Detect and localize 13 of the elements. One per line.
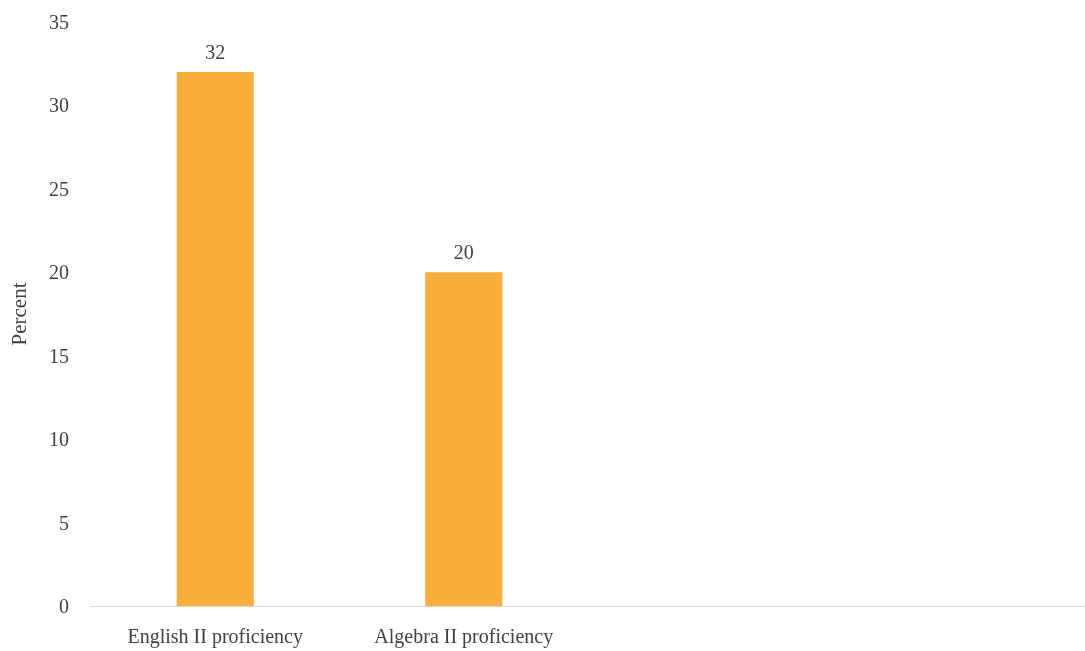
y-axis-title: Percent	[6, 282, 31, 346]
y-tick-label: 30	[49, 94, 69, 117]
y-tick-label: 15	[49, 344, 69, 367]
data-label: 20	[453, 241, 474, 264]
y-tick-label: 0	[59, 595, 69, 617]
y-tick-label: 10	[49, 428, 69, 451]
x-tick-label: Algebra II proficiency	[374, 625, 554, 648]
x-tick-label: English II proficiency	[127, 625, 303, 648]
y-tick-label: 35	[49, 11, 69, 33]
y-tick-label: 20	[49, 261, 69, 284]
y-tick-label: 5	[59, 511, 69, 534]
data-label: 32	[205, 41, 226, 64]
y-tick-label: 25	[49, 177, 69, 200]
